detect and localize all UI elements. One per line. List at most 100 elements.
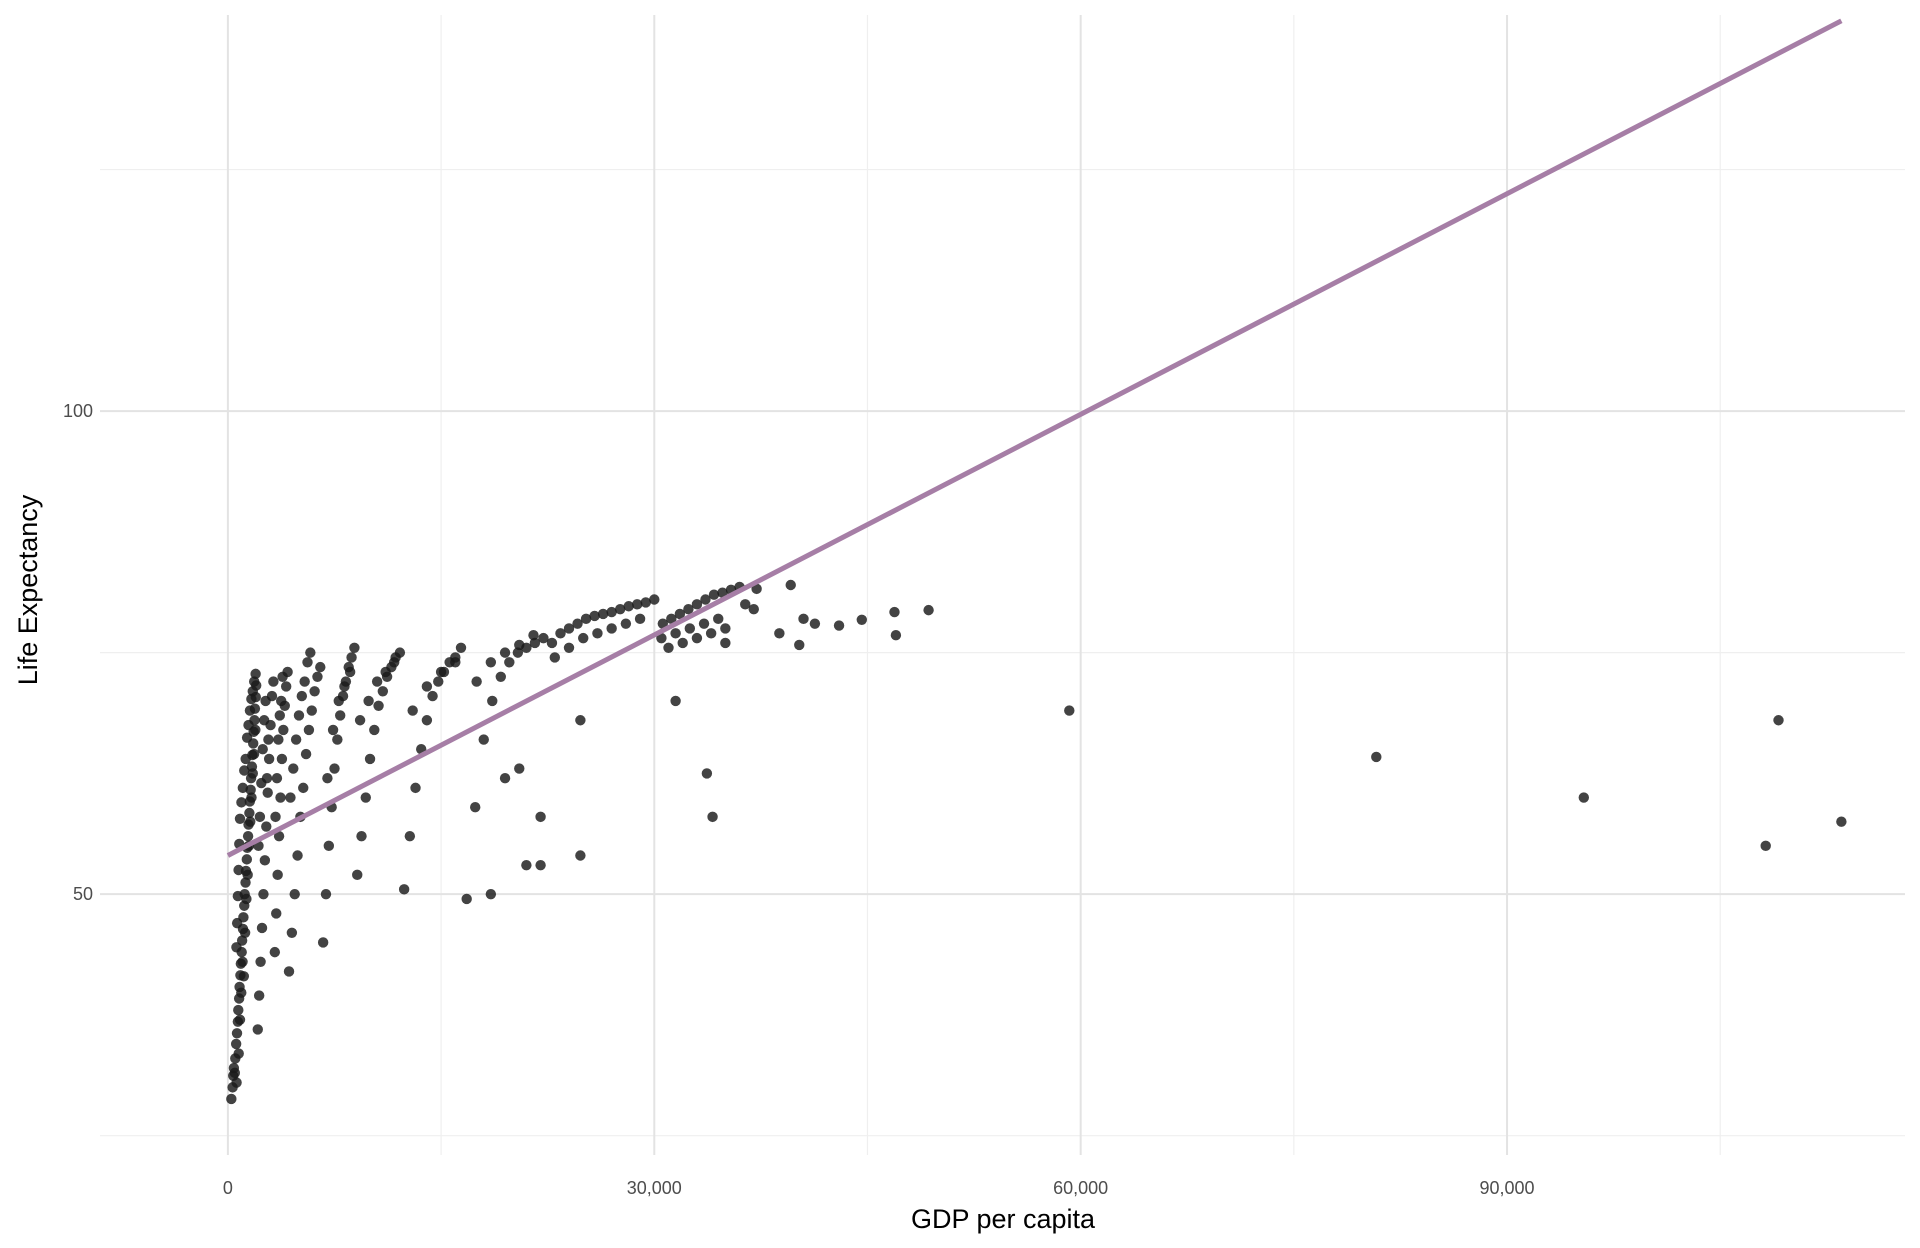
data-point (239, 765, 250, 776)
data-point (283, 966, 295, 977)
data-point (369, 724, 380, 736)
data-point (360, 792, 371, 803)
data-point (293, 710, 305, 721)
major-gridlines (100, 15, 1905, 1155)
data-point (683, 603, 694, 615)
data-point (450, 657, 461, 668)
data-point (720, 637, 731, 649)
data-point (580, 613, 592, 625)
data-point (231, 942, 242, 953)
data-point (809, 618, 821, 629)
data-point (241, 732, 253, 743)
data-point (269, 946, 281, 958)
data-point (278, 724, 289, 736)
data-point (389, 657, 400, 668)
data-point (833, 620, 845, 631)
data-point (254, 811, 266, 823)
data-point (649, 594, 660, 605)
data-point (252, 1024, 263, 1035)
data-point (398, 884, 410, 895)
data-point (246, 792, 257, 803)
data-point (606, 606, 617, 618)
data-point (364, 753, 376, 765)
data-point (487, 695, 498, 707)
data-point (231, 917, 243, 929)
data-point (344, 666, 356, 678)
data-point (623, 601, 634, 612)
data-point (277, 671, 288, 682)
data-point (258, 715, 270, 726)
data-point (478, 734, 489, 745)
data-point (232, 890, 244, 902)
data-point (257, 744, 268, 755)
x-tick-label: 0 (223, 1178, 233, 1198)
data-point (499, 773, 511, 784)
data-point (663, 642, 674, 653)
data-point (352, 869, 363, 881)
data-point (289, 888, 300, 900)
data-point (563, 623, 575, 634)
data-point (305, 647, 316, 658)
data-point (514, 639, 525, 651)
data-point (684, 623, 696, 634)
data-point (263, 753, 275, 765)
data-point (1578, 792, 1589, 803)
data-point (236, 797, 247, 808)
data-point (236, 987, 247, 998)
data-point (589, 610, 600, 622)
data-point (373, 700, 384, 711)
data-point (275, 792, 286, 803)
data-point (233, 864, 244, 876)
data-point (528, 630, 539, 641)
data-point (614, 603, 626, 615)
data-point (245, 784, 256, 796)
data-point (273, 734, 284, 745)
data-point (276, 753, 288, 765)
data-point (521, 859, 532, 871)
data-point (242, 830, 254, 842)
data-point (354, 715, 366, 726)
data-point (248, 748, 260, 760)
data-point (244, 705, 256, 716)
data-point (334, 710, 346, 721)
data-point (237, 956, 248, 967)
data-point (280, 681, 292, 692)
data-point (302, 657, 313, 668)
data-point (740, 599, 751, 610)
data-point (677, 637, 688, 649)
data-point (546, 637, 558, 649)
data-point (404, 830, 416, 842)
data-point (261, 773, 273, 784)
data-point (923, 604, 934, 616)
data-point (705, 628, 717, 639)
data-point (632, 599, 643, 610)
data-point (751, 583, 762, 595)
data-point (471, 676, 482, 687)
data-point (794, 639, 805, 651)
data-point (296, 690, 308, 702)
data-point (572, 618, 583, 629)
data-point (410, 782, 421, 794)
data-point (244, 807, 255, 819)
data-point (538, 632, 549, 644)
data-point (535, 811, 546, 823)
data-point (1836, 816, 1847, 827)
data-point (237, 782, 249, 794)
data-point (363, 695, 374, 707)
data-point (461, 893, 472, 905)
data-point (274, 710, 285, 721)
data-point (421, 715, 433, 726)
data-point (286, 927, 298, 938)
data-point (276, 695, 287, 707)
data-point (514, 763, 525, 774)
data-point (233, 1048, 244, 1059)
data-point (691, 632, 703, 644)
data-point (260, 695, 271, 707)
data-point (889, 606, 900, 618)
y-axis-tick-labels: 50 100 (63, 401, 93, 904)
fit-line-group (226, 18, 1843, 858)
data-point (249, 676, 260, 687)
y-tick-label: 100 (63, 401, 93, 421)
data-point (563, 642, 575, 653)
